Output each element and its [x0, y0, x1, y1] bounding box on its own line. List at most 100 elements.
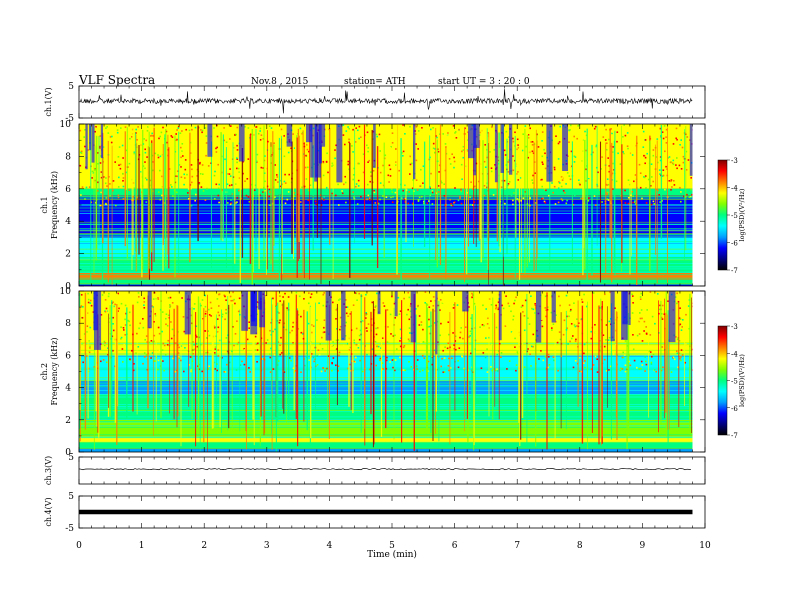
speckle [323, 319, 326, 321]
quiet-patch [238, 124, 245, 162]
speckle [143, 297, 145, 300]
speckle [555, 314, 557, 316]
speckle [500, 186, 503, 188]
speckle [622, 351, 624, 354]
speckle [237, 310, 240, 313]
speckle [177, 125, 180, 128]
speckle [123, 329, 125, 331]
speckle [320, 370, 323, 373]
speckle [541, 294, 544, 296]
speckle [234, 183, 237, 185]
speckle [501, 305, 504, 308]
speckle [300, 327, 302, 330]
speckle [82, 169, 84, 172]
speckle [348, 168, 350, 171]
speckle [619, 369, 622, 372]
speckle [232, 291, 234, 294]
speckle [651, 315, 654, 318]
speckle [630, 194, 632, 196]
speckle [624, 134, 627, 137]
speckle [319, 194, 322, 196]
speckle [392, 196, 394, 198]
speckle [104, 299, 107, 301]
speckle [659, 173, 661, 175]
quiet-patch [147, 291, 152, 329]
speckle [450, 203, 452, 205]
speckle [264, 180, 266, 183]
speckle [214, 368, 217, 370]
speckle [265, 301, 267, 304]
speckle [123, 323, 126, 326]
speckle [281, 197, 283, 200]
speckle [144, 339, 146, 341]
speckle [614, 337, 616, 339]
speckle [685, 169, 688, 171]
speckle [310, 293, 313, 295]
speckle [549, 324, 552, 326]
speckle [284, 202, 287, 205]
speckle [280, 128, 283, 131]
quiet-patch [500, 124, 504, 173]
speckle [174, 370, 177, 373]
speckle [109, 136, 112, 138]
speckle [337, 370, 339, 372]
speckle [178, 355, 180, 358]
speckle [618, 175, 620, 177]
speckle [146, 178, 148, 181]
speckle [191, 181, 193, 184]
speckle [497, 350, 500, 352]
speckle [674, 333, 677, 335]
speckle [165, 124, 167, 127]
speckle [231, 161, 234, 163]
speckle [419, 185, 421, 187]
speckle [193, 308, 195, 310]
speckle [458, 172, 460, 175]
spectrogram-empty [692, 291, 705, 452]
speckle [495, 307, 497, 310]
speckle [188, 343, 191, 346]
speckle [681, 354, 684, 356]
speckle [106, 361, 108, 364]
quiet-patch [546, 124, 553, 182]
speckle [639, 186, 642, 189]
speckle [485, 308, 487, 310]
speckle [376, 135, 378, 138]
speckle [256, 164, 259, 166]
speckle [254, 189, 256, 191]
speckle [353, 196, 355, 198]
speckle [483, 194, 486, 197]
speckle [557, 201, 560, 204]
speckle [489, 151, 491, 153]
speckle [190, 204, 193, 207]
speckle [408, 340, 411, 342]
speckle [522, 197, 525, 200]
speckle [339, 316, 342, 319]
speckle [460, 163, 463, 166]
speckle [581, 301, 584, 303]
speckle [215, 151, 218, 153]
spectrogram-empty [692, 124, 705, 286]
speckle [225, 308, 227, 311]
speckle [657, 161, 659, 164]
speckle [128, 162, 131, 165]
speckle [417, 130, 420, 132]
speckle [216, 135, 219, 138]
speckle [399, 328, 402, 331]
speckle [103, 184, 105, 187]
speckle [460, 189, 462, 191]
speckle [557, 142, 560, 145]
speckle [642, 130, 645, 133]
speckle [337, 183, 339, 186]
speckle [453, 202, 455, 204]
speckle [490, 170, 493, 173]
speckle [398, 313, 401, 315]
speckle [560, 316, 563, 319]
speckle [664, 294, 667, 296]
speckle [345, 130, 348, 132]
speckle [573, 302, 575, 304]
speckle [508, 360, 511, 362]
speckle [415, 126, 418, 128]
speckle [288, 173, 290, 176]
speckle [672, 143, 675, 145]
speckle [352, 128, 354, 131]
